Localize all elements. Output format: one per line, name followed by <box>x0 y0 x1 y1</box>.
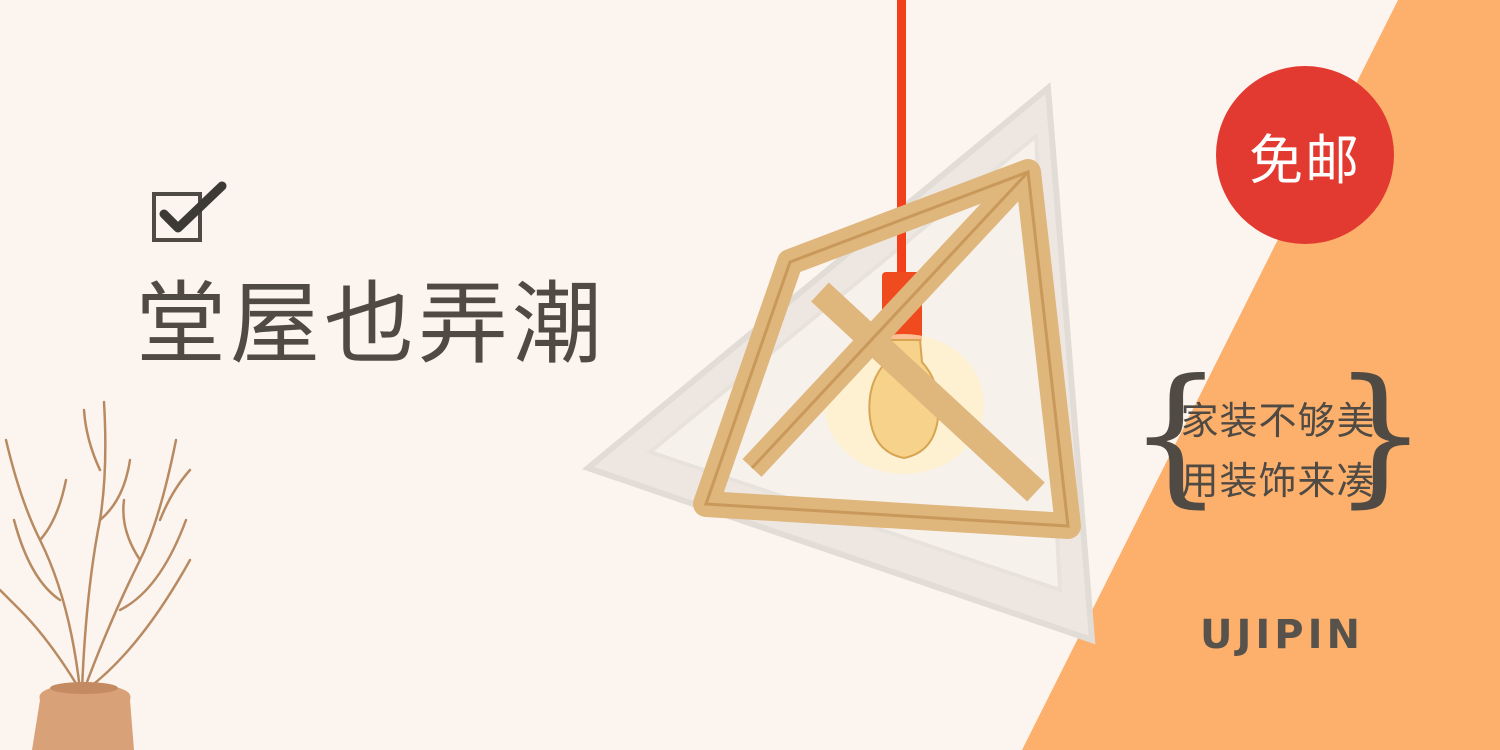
wooden-pendant-lamp-illustration <box>581 0 1096 645</box>
right-brace-icon: } <box>1332 348 1428 522</box>
left-brace-icon: { <box>1128 348 1224 522</box>
checked-box-icon <box>152 181 227 242</box>
slogan-line-2: 用装饰来凑 <box>1180 459 1376 503</box>
brand-logo: UJIPIN <box>1200 612 1364 658</box>
dried-branches-vase <box>0 400 192 750</box>
slogan-line-1: 家装不够美 <box>1180 399 1376 443</box>
free-shipping-badge: 免邮 <box>1216 66 1394 244</box>
page-title: 堂屋也弄潮 <box>136 272 606 377</box>
slogan-block: { 家装不够美 用装饰来凑 } <box>1128 360 1428 520</box>
